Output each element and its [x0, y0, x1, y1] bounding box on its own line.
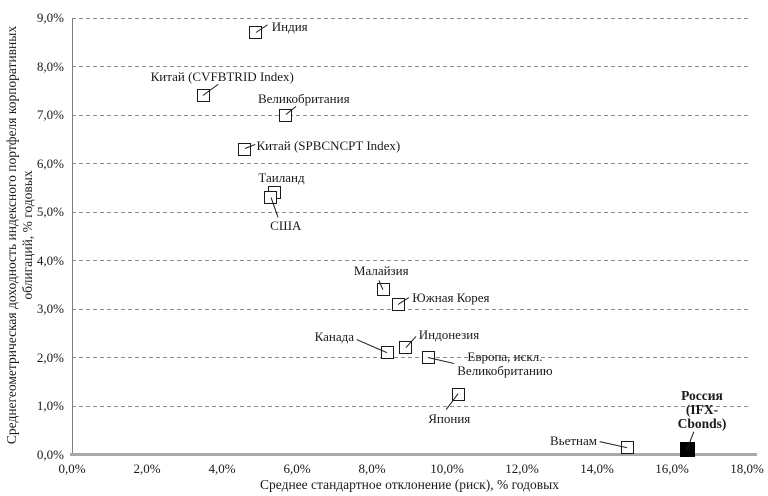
y-tick-label: 9,0% [36, 10, 64, 25]
point-label: Южная Корея [412, 290, 490, 306]
x-tick-label: 6,0% [283, 461, 311, 476]
x-tick-label: 18,0% [730, 461, 764, 476]
y-axis-line [72, 18, 73, 455]
gridline [72, 163, 748, 165]
gridline [72, 66, 748, 68]
gridline [72, 211, 748, 213]
gridline [72, 308, 748, 310]
x-tick-label: 14,0% [580, 461, 614, 476]
y-tick-label: 8,0% [36, 58, 64, 74]
point-label: Индия [271, 18, 308, 34]
y-tick-label: 4,0% [36, 252, 64, 268]
x-tick-label: 0,0% [58, 461, 86, 476]
data-point-open-square [380, 346, 394, 360]
y-tick-label: 7,0% [36, 107, 64, 123]
point-label: Япония [428, 411, 471, 427]
data-point-open-square [376, 283, 390, 297]
x-tick-label: 2,0% [133, 461, 161, 476]
gridline [72, 260, 748, 262]
point-label: Индонезия [418, 326, 480, 342]
x-tick-label: 10,0% [430, 461, 464, 476]
x-tick-label: 8,0% [358, 461, 386, 476]
point-label: Вьетнам [549, 433, 597, 449]
gridline [72, 114, 748, 116]
gridline [72, 357, 748, 359]
point-label: Малайзия [353, 262, 409, 278]
y-tick-label: 6,0% [36, 155, 64, 171]
point-label: Таиланд [258, 169, 305, 185]
gridline [72, 405, 748, 407]
y-tick-label: 5,0% [36, 204, 64, 220]
x-tick-label: 12,0% [505, 461, 539, 476]
point-label: Китай (CVFBTRID Index) [150, 68, 294, 84]
point-label: Европа, искл. Великобританию [457, 348, 553, 378]
y-tick-label: 1,0% [36, 398, 64, 414]
x-tick-label: 16,0% [655, 461, 689, 476]
point-label: Китай (SPBCNCPT Index) [256, 138, 401, 153]
point-label: Канада [314, 328, 354, 344]
x-axis-title: Среднее стандартное отклонение (риск), %… [260, 477, 559, 492]
point-label: Великобритания [257, 91, 350, 107]
point-label: Россия (IFX-Cbonds) [677, 387, 727, 431]
x-axis-line [70, 453, 757, 456]
y-tick-label: 3,0% [36, 301, 64, 317]
gridline [72, 17, 748, 19]
y-tick-label: 0,0% [36, 446, 64, 462]
x-tick-label: 4,0% [208, 461, 236, 476]
y-tick-label: 2,0% [36, 349, 64, 365]
point-label: США [270, 217, 302, 233]
